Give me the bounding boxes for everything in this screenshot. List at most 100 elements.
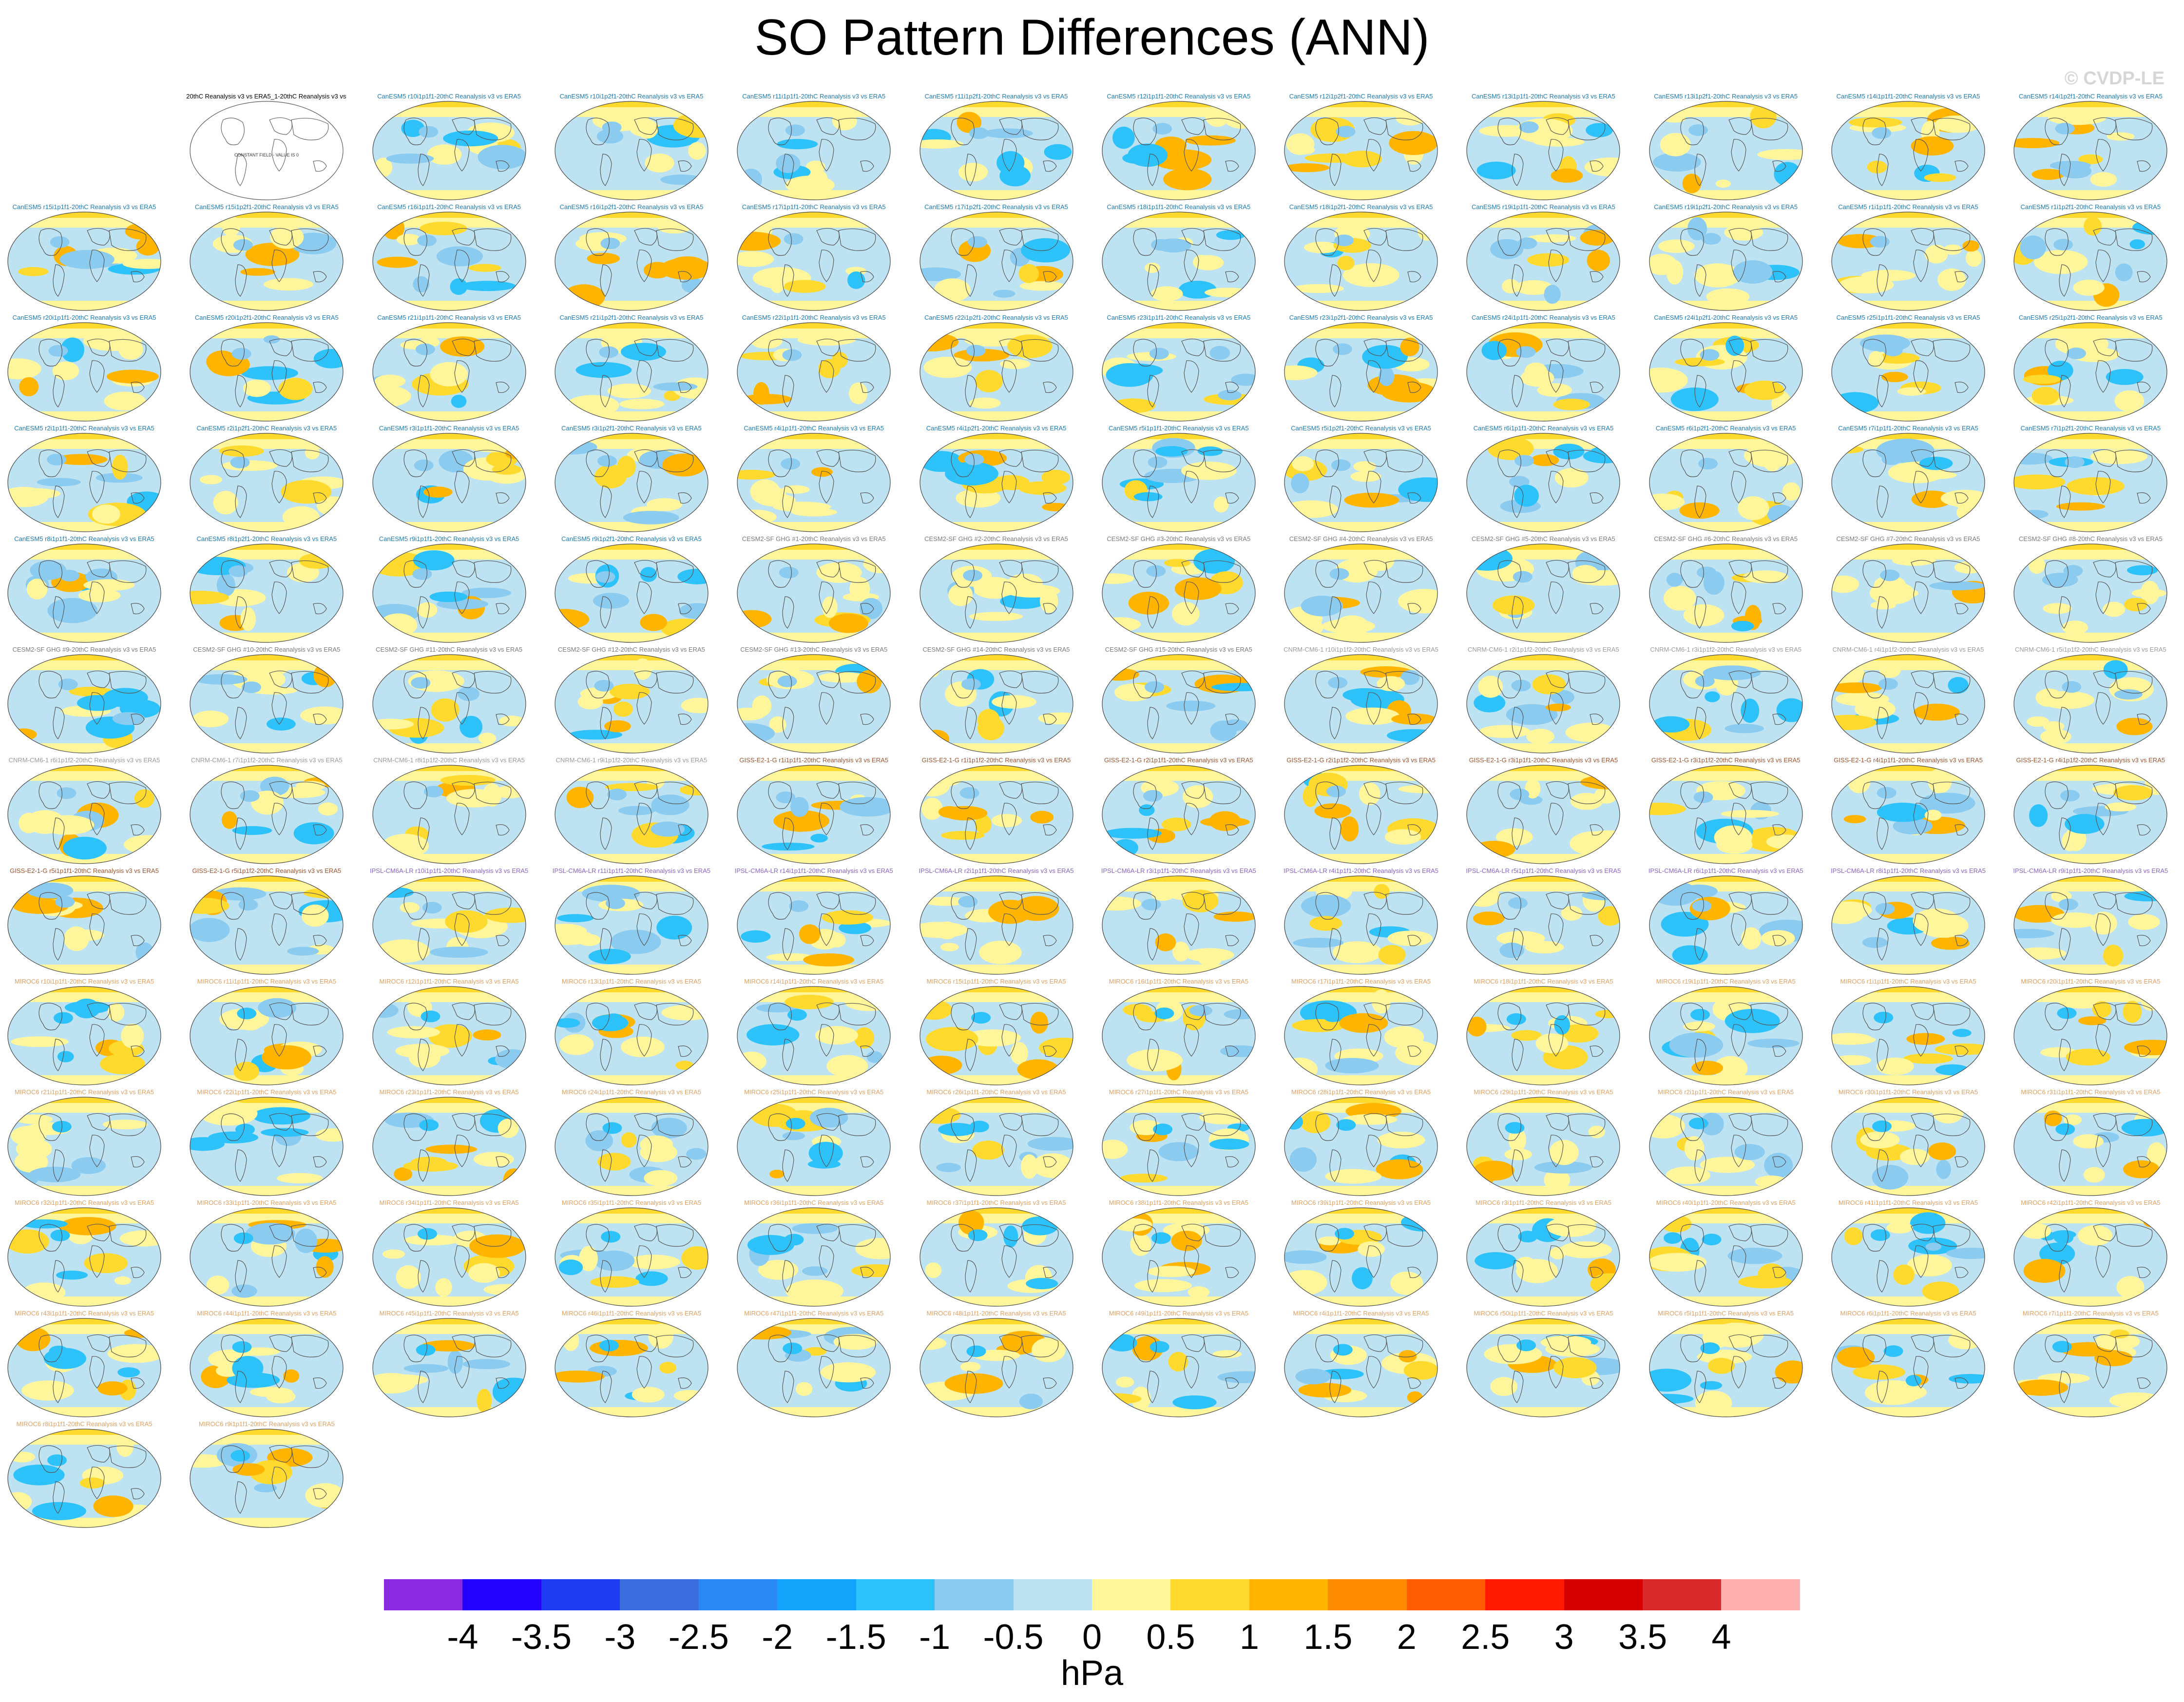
field-anomaly-pacific: [2053, 238, 2073, 251]
coastline-0: [1680, 560, 1704, 588]
map-panel: CESM2-SF GHG #7-20thC Reanalysis v3 vs E…: [1828, 535, 1989, 645]
map-outline: [555, 986, 709, 1085]
coastline-0: [38, 228, 62, 256]
field-anomaly-pacific: [1874, 1011, 1894, 1024]
coastline-3: [1913, 1356, 1929, 1389]
coastline-0: [221, 1335, 245, 1362]
field-anomaly: [440, 774, 496, 786]
map-panel: MIROC6 r17i1p1f1-20thC Reanalysis v3 vs …: [1281, 978, 1441, 1088]
coastline-0: [221, 781, 245, 809]
coastline-5: [1772, 160, 1786, 172]
coastline-3: [1184, 1356, 1199, 1389]
field-anomaly-pacific: [1152, 1123, 1172, 1136]
map-plot: [1649, 875, 1803, 975]
coastline-4: [656, 671, 694, 694]
map-outline: [1284, 1318, 1438, 1417]
map-panel: CESM2-SF GHG #10-20thC Reanalysis v3 vs …: [186, 646, 347, 756]
field-anomaly: [16, 1327, 51, 1352]
coastline-0: [1315, 117, 1339, 145]
coastline-3: [1913, 803, 1929, 835]
coastline-1: [1512, 1371, 1524, 1403]
map-panel: CanESM5 r7i1p1f1-20thC Reanalysis v3 vs …: [1828, 425, 1989, 535]
panel-title: CanESM5 r7i1p1f1-20thC Reanalysis v3 vs …: [1838, 425, 1978, 432]
map-outline: [555, 322, 709, 422]
field-band-south: [1284, 411, 1438, 421]
field-anomaly: [1658, 239, 1695, 253]
field-anomaly-pacific: [1516, 1339, 1536, 1352]
map-outline: [919, 322, 1073, 422]
field-anomaly: [1353, 461, 1377, 472]
coastline-3: [2095, 1356, 2111, 1389]
coastline-2: [2093, 1223, 2117, 1241]
coastline-1: [1512, 1260, 1524, 1293]
coastline-1: [600, 596, 612, 629]
coastline-2: [1181, 891, 1205, 909]
panel-title: CanESM5 r2i1p2f1-20thC Reanalysis v3 vs …: [196, 425, 337, 432]
field-anomaly: [1030, 1011, 1048, 1034]
map-outline: [737, 322, 891, 422]
coastline-3: [454, 692, 470, 725]
panel-title: CNRM-CM6-1 r3i1p1f2-20thC Reanalysis v3 …: [1650, 646, 1802, 653]
coastline-4: [291, 892, 329, 915]
field-anomaly: [593, 593, 629, 609]
coastline-0: [768, 1335, 792, 1362]
map-plot: [1649, 1207, 1803, 1307]
coastline-3: [1913, 1024, 1929, 1057]
field-anomaly: [136, 237, 160, 256]
field-anomaly: [1509, 476, 1530, 488]
field-anomaly: [396, 233, 421, 246]
coastline-0: [950, 892, 975, 920]
coastline-2: [1728, 1002, 1752, 1020]
map-panel: MIROC6 r27i1p1f1-20thC Reanalysis v3 vs …: [1098, 1088, 1259, 1199]
map-plot: [919, 765, 1073, 864]
panel-title: CNRM-CM6-1 r10i1p1f2-20thC Reanalysis v3…: [1284, 646, 1439, 653]
colorbar-tick-label: 0: [1082, 1618, 1102, 1657]
field-band-south: [920, 633, 1073, 642]
map-panel: MIROC6 r4i1p1f1-20thC Reanalysis v3 vs E…: [1281, 1310, 1441, 1420]
map-panel: CESM2-SF GHG #4-20thC Reanalysis v3 vs E…: [1281, 535, 1441, 645]
panel-title: CanESM5 r22i1p1f1-20thC Reanalysis v3 vs…: [742, 314, 886, 321]
field-anomaly: [559, 1034, 594, 1055]
map-outline: [1284, 101, 1438, 200]
coastline-4: [1020, 449, 1058, 472]
field-anomaly-pacific: [49, 1345, 69, 1357]
field-anomaly-pacific: [779, 566, 799, 579]
field-band-south: [8, 1518, 161, 1528]
coastline-1: [782, 1371, 794, 1403]
field-anomaly: [1112, 839, 1138, 857]
coastline-1: [1512, 707, 1524, 739]
field-anomaly: [923, 730, 949, 749]
panel-title: GISS-E2-1-G r3i1p1f2-20thC Reanalysis v3…: [1651, 756, 1801, 764]
coastline-4: [473, 781, 511, 804]
map-panel: CanESM5 r12i1p2f1-20thC Reanalysis v3 vs…: [1281, 93, 1441, 203]
map-plot: [190, 433, 344, 532]
field-band-south: [1832, 301, 1985, 310]
map-plot: [1284, 1207, 1438, 1307]
map-panel: CNRM-CM6-1 r3i1p1f2-20thC Reanalysis v3 …: [1646, 646, 1806, 756]
coastline-4: [2115, 671, 2153, 694]
field-anomaly: [810, 833, 828, 843]
colorbar-swatch: [1721, 1579, 1800, 1610]
coastline-2: [451, 891, 475, 909]
field-anomaly: [1733, 260, 1773, 284]
coastline-4: [656, 1335, 694, 1357]
field-anomaly: [1731, 620, 1754, 632]
field-anomaly: [1171, 602, 1200, 626]
coastline-3: [454, 1024, 470, 1057]
coastline-3: [1001, 471, 1017, 503]
panel-title: MIROC6 r34i1p1f1-20thC Reanalysis v3 vs …: [379, 1199, 519, 1206]
coastline-1: [1512, 817, 1524, 850]
coastline-0: [403, 1224, 427, 1252]
coastline-2: [816, 338, 840, 356]
colorbar-tick-label: -0.5: [983, 1618, 1044, 1657]
coastline-2: [816, 1002, 840, 1020]
map-panel: MIROC6 r35i1p1f1-20thC Reanalysis v3 vs …: [551, 1199, 712, 1309]
field-anomaly: [1670, 387, 1719, 411]
coastline-1: [1694, 707, 1706, 739]
field-band-south: [2014, 190, 2167, 200]
coastline-4: [291, 228, 329, 251]
coastline-4: [2115, 117, 2153, 140]
field-band-south: [1284, 1407, 1438, 1417]
map-panel: MIROC6 r49i1p1f1-20thC Reanalysis v3 vs …: [1098, 1310, 1259, 1420]
field-anomaly: [401, 119, 424, 137]
